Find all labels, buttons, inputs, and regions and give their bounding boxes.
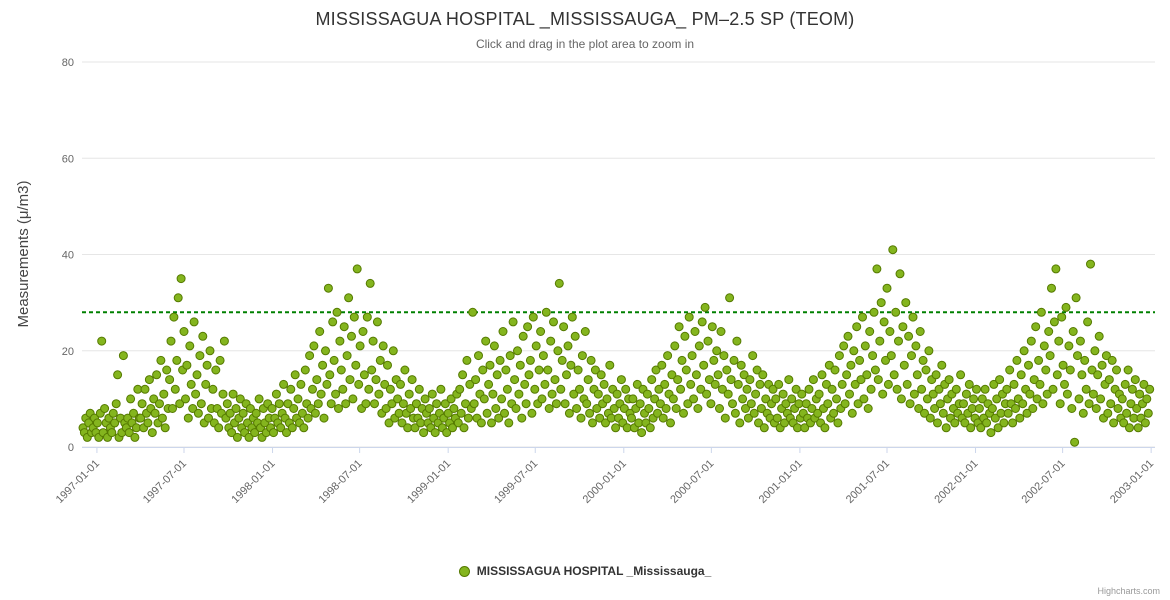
svg-text:1997-01-01: 1997-01-01 <box>54 458 102 506</box>
legend-item[interactable]: MISSISSAGUA HOSPITAL _Mississauga_ <box>0 564 1170 578</box>
svg-text:60: 60 <box>62 153 74 165</box>
svg-text:40: 40 <box>62 250 74 262</box>
svg-text:1998-01-01: 1998-01-01 <box>229 458 277 506</box>
svg-text:2000-07-01: 2000-07-01 <box>668 458 716 506</box>
y-axis-title: Measurements (μ/m3) <box>15 180 32 327</box>
chart-subtitle: Click and drag in the plot area to zoom … <box>475 37 695 51</box>
svg-text:2002-07-01: 2002-07-01 <box>1019 458 1067 506</box>
data-points[interactable] <box>78 245 1155 447</box>
svg-text:20: 20 <box>62 346 74 358</box>
svg-text:2003-01-01: 2003-01-01 <box>1108 458 1156 506</box>
svg-text:2000-01-01: 2000-01-01 <box>581 458 629 506</box>
x-axis-labels: 1997-01-01 1997-07-01 1998-01-01 1998-07-01… <box>54 458 1157 506</box>
svg-text:1998-07-01: 1998-07-01 <box>316 458 364 506</box>
svg-text:1997-07-01: 1997-07-01 <box>141 458 189 506</box>
svg-text:2001-07-01: 2001-07-01 <box>844 458 892 506</box>
credits-link[interactable]: Highcharts.com <box>1097 586 1160 596</box>
chart-title: MISSISSAGUA HOSPITAL _MISSISSAUGA_ PM–2.… <box>315 9 855 29</box>
svg-text:1999-01-01: 1999-01-01 <box>405 458 453 506</box>
x-axis-ticks <box>96 447 1152 453</box>
svg-text:1999-07-01: 1999-07-01 <box>492 458 540 506</box>
svg-text:2001-01-01: 2001-01-01 <box>757 458 805 506</box>
svg-text:2002-01-01: 2002-01-01 <box>932 458 980 506</box>
y-axis-labels: 0 20 40 60 80 <box>62 57 74 454</box>
svg-text:0: 0 <box>68 442 74 454</box>
legend-marker-icon <box>458 565 470 577</box>
svg-text:80: 80 <box>62 57 74 69</box>
legend-label: MISSISSAGUA HOSPITAL _Mississauga_ <box>476 564 712 578</box>
